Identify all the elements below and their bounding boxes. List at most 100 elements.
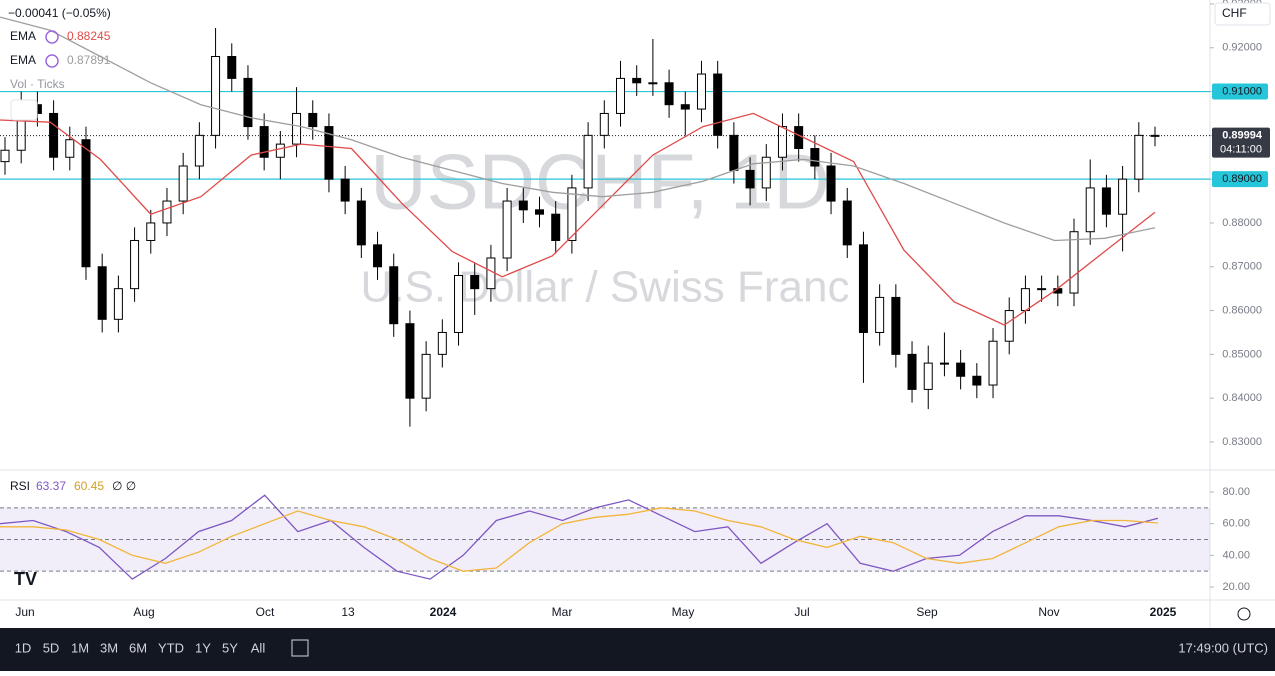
range-button[interactable]: 5Y [222,640,238,655]
candle-body [194,134,204,167]
legend-value: 0.88245 [67,29,111,43]
candle-body [599,112,609,136]
candle-body [583,134,593,189]
candle-body [81,139,91,268]
candle-body [1118,178,1128,215]
series-line [0,507,1159,572]
candle-body [891,296,901,355]
y-tick-label: 0.87000 [1222,261,1262,273]
candle-body [275,143,285,158]
candle-body [939,362,949,365]
x-tick-label: Mar [552,605,573,619]
candle-body [178,165,188,202]
candle-body [1134,134,1144,180]
candle-body [389,266,399,325]
watermark-title: USDCHF, 1D [370,138,829,226]
candle-body [518,200,528,211]
candle-body [1101,187,1111,215]
candle-body [243,77,253,128]
candle-body [1069,231,1079,294]
candle-body [535,209,545,215]
settings-icon[interactable] [1237,607,1251,621]
last-price-box [1212,127,1270,158]
candle-body [113,288,123,320]
candle-body [1037,288,1047,291]
legend-value: 0.87891 [67,53,111,67]
candle-body [923,362,933,390]
candle-body [680,104,690,110]
candle-body [49,112,59,158]
candle-body [664,82,674,106]
candle-body [1004,310,1014,342]
rsi-pane: 80.00 60.00 40.00 20.00 [0,486,1250,593]
candle-body [292,112,302,145]
candle-body [632,77,642,84]
range-button[interactable]: 3M [100,640,118,655]
candle-body [227,56,237,79]
candle-body [826,165,836,202]
series-line [0,494,1159,580]
candle-body [211,56,221,136]
candle-body [842,200,852,246]
candle-body [972,375,982,386]
range-button[interactable]: 6M [129,640,147,655]
legend-icon[interactable] [45,54,59,68]
range-button[interactable]: YTD [158,640,184,655]
x-tick-label: 13 [341,605,355,619]
candle-body [146,222,156,241]
currency-label: CHF [1222,6,1247,20]
x-tick-label: 2024 [430,605,457,619]
candle-body [373,244,383,268]
candle-body [421,353,431,399]
logo: TV [14,569,37,589]
candle-body [356,200,366,246]
candle-body [0,149,10,163]
watermark-subtitle: U.S. Dollar / Swiss Franc [361,263,850,312]
candle-body [907,353,917,390]
range-button[interactable]: 1M [71,640,89,655]
y-tick-label: 60.00 [1222,518,1250,530]
candle-body [502,200,512,259]
candle-body [988,340,998,386]
hline-label: 0.91000 [1222,85,1262,97]
y-tick-label: 0.86000 [1222,304,1262,316]
range-button[interactable]: 1D [15,640,32,655]
candle-body [794,126,804,149]
candle-body [648,82,658,85]
range-button[interactable]: All [251,640,266,655]
range-button[interactable]: 5D [43,640,60,655]
candle-body [486,257,496,290]
indicator-label: Vol · Ticks [10,77,65,91]
rsi-value: 63.37 [36,479,66,493]
currency-select[interactable] [1214,2,1271,26]
calendar-icon[interactable] [291,639,309,657]
candle-body [729,134,739,171]
candle-body [308,112,318,128]
collapse-button[interactable] [10,99,38,121]
candle-body [324,126,334,180]
candle-body [567,187,577,241]
candle-body [745,169,755,189]
candle-body [551,213,561,241]
candle-body [1085,187,1095,233]
candle-body [761,156,771,189]
toolbar [0,628,1275,671]
series-line [0,112,1156,326]
x-tick-label: May [672,605,695,619]
toolbar-time: 17:49:00 (UTC) [1178,640,1268,655]
x-tick-label: Aug [133,605,154,619]
range-button[interactable]: 1Y [195,640,211,655]
candle-body [713,73,723,136]
y-tick-label: 0.92000 [1222,42,1262,54]
candle-body [956,362,966,377]
x-tick-label: 2025 [1150,605,1177,619]
candle-body [875,296,885,333]
rsi-ma-value: 60.45 [74,479,104,493]
legend-entry: EMA [10,53,36,67]
legend-icon[interactable] [45,30,59,44]
candle-body [65,139,75,158]
change-label: −0.00041 (−0.05%) [8,6,111,20]
countdown-label: 04:11:00 [1220,144,1262,156]
candle-body [405,323,415,399]
